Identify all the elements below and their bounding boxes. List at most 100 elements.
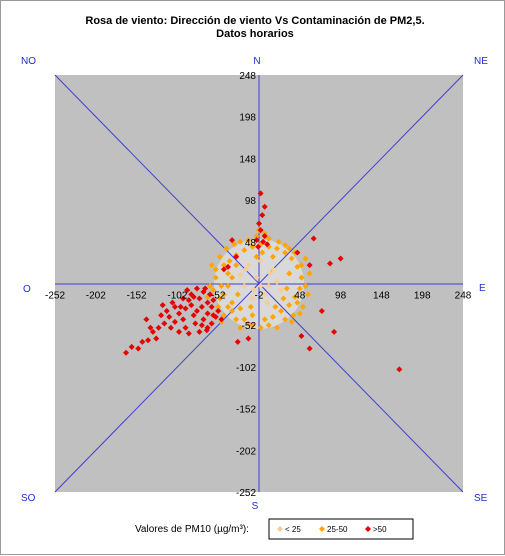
- y-tick-label: -102: [236, 363, 256, 374]
- data-point-series-1: [280, 295, 287, 302]
- data-point-series-1: [233, 316, 240, 323]
- data-point-series-2: [166, 313, 173, 320]
- data-point-series-2: [204, 310, 211, 317]
- data-point-series-1: [210, 287, 217, 294]
- data-point-series-1: [224, 303, 231, 310]
- data-point-series-1: [216, 295, 223, 302]
- y-tick-label: 148: [239, 154, 256, 165]
- data-point-series-2: [210, 312, 217, 319]
- data-point-series-1: [288, 255, 295, 262]
- data-point-series-2: [310, 235, 317, 242]
- data-point-series-1: [306, 270, 313, 277]
- data-point-series-2: [396, 366, 403, 373]
- data-point-series-1: [282, 249, 289, 256]
- x-tick-label: -52: [211, 291, 226, 302]
- data-point-series-1: [300, 303, 307, 310]
- data-point-series-1: [245, 237, 252, 244]
- data-point-series-2: [306, 262, 313, 269]
- direction-so: SO: [21, 493, 36, 504]
- data-point-series-1: [212, 274, 219, 281]
- data-point-series-1: [304, 291, 311, 298]
- data-point-series-2: [245, 335, 252, 342]
- legend-marker: [277, 526, 283, 532]
- data-point-series-1: [290, 312, 297, 319]
- data-point-series-1: [241, 316, 248, 323]
- data-point-series-1: [298, 262, 305, 269]
- data-point-series-0: [245, 262, 252, 269]
- legend-marker: [319, 526, 325, 532]
- data-point-series-2: [145, 337, 152, 344]
- x-tick-label: 98: [335, 291, 347, 302]
- data-point-series-1: [286, 270, 293, 277]
- data-point-series-2: [122, 349, 129, 356]
- data-point-series-2: [215, 308, 222, 315]
- y-tick-label: 98: [245, 196, 257, 207]
- data-point-series-0: [257, 283, 264, 290]
- data-point-series-2: [253, 237, 260, 244]
- legend-label: 25-50: [327, 525, 348, 534]
- x-tick-labels: -252 -202 -152 -102 -52 -2 48 98 148 198 248: [45, 291, 472, 302]
- y-tick-labels: 248 198 148 98 48 -52 -102 -152 -202 -252: [236, 71, 256, 499]
- data-point-series-2: [182, 324, 189, 331]
- x-tick-label: 198: [414, 291, 431, 302]
- data-point-series-1: [283, 285, 290, 292]
- data-point-series-1: [224, 283, 231, 290]
- data-point-series-1: [220, 291, 227, 298]
- data-point-series-2: [294, 249, 301, 256]
- data-point-series-1: [282, 242, 289, 249]
- data-point-series-1: [208, 262, 215, 269]
- data-point-series-2: [161, 320, 168, 327]
- data-point-series-1: [291, 293, 298, 300]
- data-point-series-0: [265, 283, 272, 290]
- data-point-series-2: [210, 297, 217, 304]
- data-point-series-2: [264, 241, 271, 248]
- data-point-series-1: [237, 238, 244, 245]
- legend-label: >50: [373, 525, 387, 534]
- data-point-series-1: [273, 245, 280, 252]
- data-point-series-2: [147, 324, 154, 331]
- data-point-series-2: [167, 324, 174, 331]
- data-point-series-2: [193, 308, 200, 315]
- data-point-series-1: [296, 285, 303, 292]
- data-point-series-2: [233, 253, 240, 260]
- data-point-series-1: [212, 266, 219, 273]
- direction-o: O: [23, 284, 31, 295]
- data-point-series-0: [251, 287, 258, 294]
- data-point-series-1: [294, 299, 301, 306]
- data-point-series-2: [153, 335, 160, 342]
- data-point-series-0: [237, 272, 244, 279]
- data-point-series-2: [155, 324, 162, 331]
- data-point-series-0: [269, 266, 276, 273]
- legend-marker: [365, 526, 371, 532]
- data-point-series-2: [207, 291, 214, 298]
- data-point-series-2: [298, 333, 305, 340]
- data-point-series-2: [159, 302, 166, 309]
- data-point-series-1: [261, 316, 268, 323]
- data-point-series-2: [257, 227, 264, 234]
- y-tick-label: -152: [236, 405, 256, 416]
- data-point-series-2: [169, 299, 176, 306]
- data-point-series-1: [259, 249, 266, 256]
- data-point-series-2: [337, 255, 344, 262]
- data-point-series-2: [198, 303, 205, 310]
- data-point-series-2: [261, 203, 268, 210]
- data-point-series-2: [257, 190, 264, 197]
- data-point-series-0: [273, 278, 280, 285]
- y-tick-label: 248: [239, 71, 256, 82]
- data-point-series-2: [139, 338, 146, 345]
- data-point-series-1: [282, 316, 289, 323]
- data-point-series-1: [234, 291, 241, 298]
- data-point-series-1: [249, 322, 256, 329]
- diagonal-ne-so: [54, 74, 464, 493]
- data-point-series-1: [233, 262, 240, 269]
- data-point-series-2: [196, 328, 203, 335]
- data-point-series-2: [260, 238, 267, 245]
- data-point-series-1: [273, 324, 280, 331]
- data-point-series-2: [261, 232, 268, 239]
- x-tick-label: -152: [127, 291, 147, 302]
- x-tick-label: 48: [294, 291, 306, 302]
- chart-subtitle: Datos horarios: [216, 28, 294, 40]
- data-point-series-2: [256, 220, 262, 227]
- x-tick-label: -202: [86, 291, 106, 302]
